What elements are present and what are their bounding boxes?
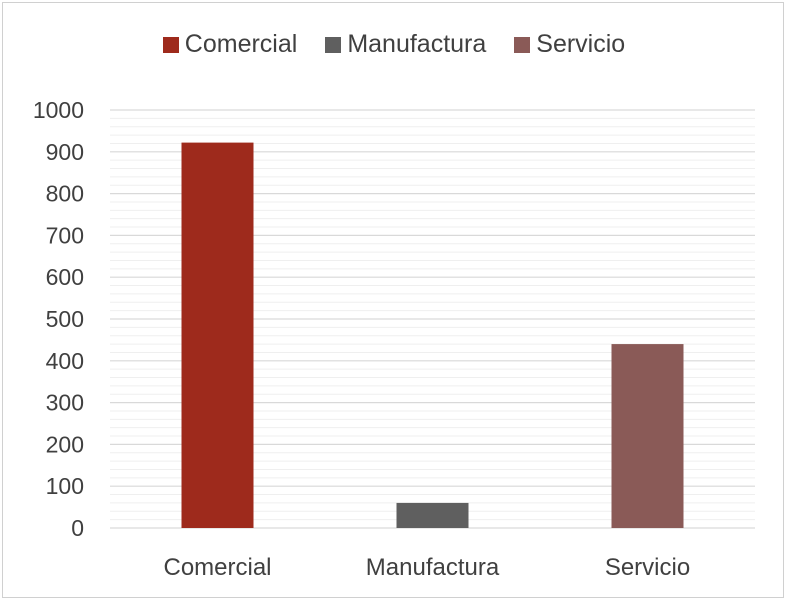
y-tick-label: 100: [46, 473, 84, 499]
x-axis-ticks: Comercial Manufactura Servicio: [163, 554, 690, 581]
x-tick-label-comercial: Comercial: [163, 554, 271, 581]
legend-swatch-comercial: [162, 36, 179, 53]
legend-label-manufactura: Manufactura: [347, 30, 487, 58]
bar-comercial: [181, 142, 254, 528]
legend-label-servicio: Servicio: [536, 30, 626, 58]
y-tick-label: 300: [46, 390, 84, 416]
bars: [181, 142, 684, 528]
y-tick-label: 700: [46, 222, 84, 248]
y-tick-label: 500: [46, 306, 84, 332]
y-tick-label: 0: [71, 515, 84, 541]
y-tick-label: 800: [46, 181, 84, 207]
y-tick-label: 600: [46, 264, 84, 290]
legend-label-comercial: Comercial: [184, 30, 298, 58]
y-tick-label: 200: [46, 431, 84, 457]
y-tick-label: 1000: [33, 97, 84, 123]
y-tick-label: 900: [46, 139, 84, 165]
y-axis-ticks: 0 100 200 300 400 500 600 700 800 900 1000: [33, 97, 84, 541]
bar-manufactura: [396, 502, 469, 528]
x-tick-label-servicio: Servicio: [605, 554, 690, 581]
legend-item-comercial: Comercial: [162, 30, 298, 59]
legend-item-manufactura: Manufactura: [325, 30, 486, 59]
x-tick-label-manufactura: Manufactura: [366, 554, 500, 581]
legend: Comercial Manufactura Servicio: [0, 30, 788, 59]
bar-servicio: [611, 344, 684, 528]
legend-swatch-manufactura: [325, 36, 342, 53]
legend-item-servicio: Servicio: [514, 30, 625, 59]
legend-swatch-servicio: [514, 36, 531, 53]
y-tick-label: 400: [46, 348, 84, 374]
